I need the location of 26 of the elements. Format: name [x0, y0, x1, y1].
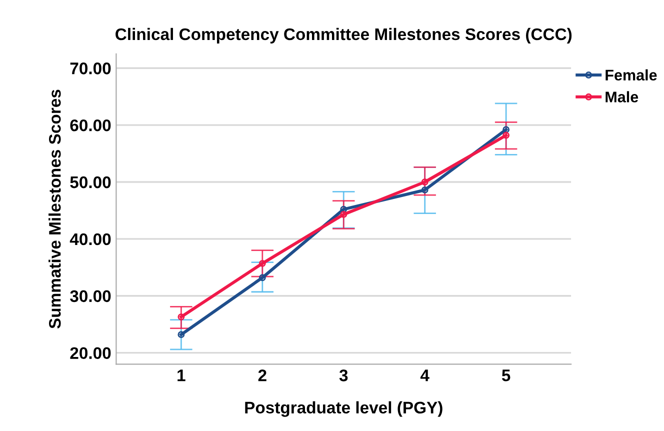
x-tick-label: 4	[420, 370, 430, 382]
y-tick-label: 40.00	[70, 233, 111, 246]
point	[502, 132, 510, 139]
chart-title: Clinical Competency Committee Milestones Scores (CCC)	[116, 28, 572, 44]
y-tick-label: 50.00	[70, 176, 111, 188]
point	[421, 186, 428, 194]
y-tick-label: 70.00	[70, 62, 111, 74]
point	[340, 206, 348, 213]
x-tick-label: 5	[502, 370, 510, 382]
point	[340, 210, 348, 218]
y-tick-label: 20.00	[70, 347, 111, 360]
x-tick-label: 1	[178, 370, 186, 382]
point	[258, 260, 266, 267]
point	[421, 178, 428, 186]
y-tick-label: 30.00	[70, 290, 111, 302]
point	[178, 313, 185, 320]
legend-label: Female	[606, 69, 657, 81]
y-axis-title: Summative Milestones Scores	[48, 90, 61, 329]
legend-label: Male	[606, 91, 638, 102]
point	[258, 274, 266, 282]
y-tick-label: 60.00	[70, 119, 111, 132]
point	[178, 331, 185, 338]
point	[502, 126, 510, 134]
x-axis-title: Postgraduate level (PGY)	[245, 401, 442, 417]
x-tick-label: 3	[339, 369, 348, 382]
x-tick-label: 2	[258, 369, 266, 382]
